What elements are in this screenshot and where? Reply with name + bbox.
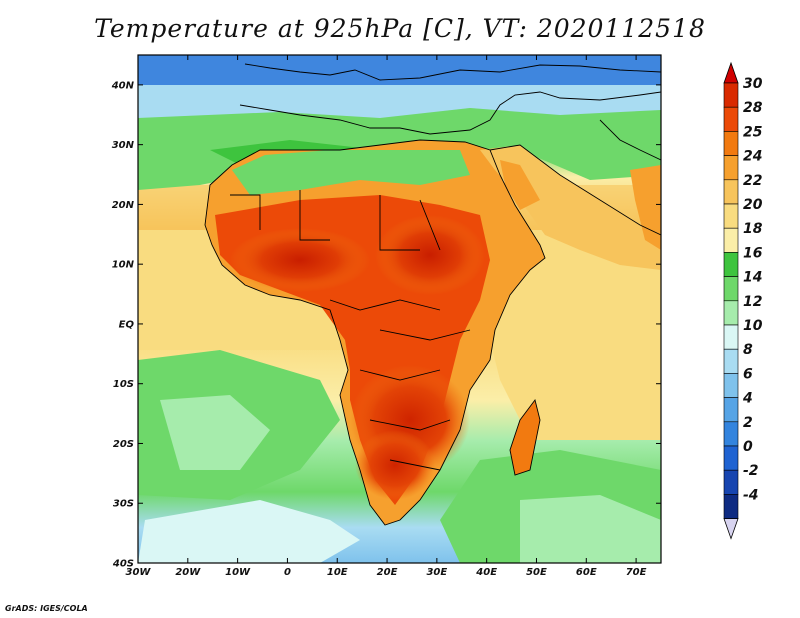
colorbar-label: 6 (743, 366, 753, 382)
colorbar-label: 8 (743, 342, 753, 358)
colorbar-top-arrow (723, 61, 739, 84)
lat-tick-label: 20N (112, 200, 135, 211)
colorbar-swatch (723, 421, 739, 447)
lon-tick-label: 20E (377, 567, 398, 578)
lon-tick-label: 0 (284, 567, 291, 578)
colorbar-swatch (723, 155, 739, 181)
lat-tick-label: 20S (113, 439, 134, 450)
colorbar-swatch (723, 227, 739, 253)
lat-tick-label: 10N (112, 260, 135, 271)
colorbar-swatch (723, 300, 739, 326)
map-title: Temperature at 925hPa [C], VT: 202011251… (94, 14, 706, 43)
lat-tick-label: 40S (112, 559, 134, 570)
colorbar-swatch (723, 324, 739, 350)
colorbar-label: 12 (743, 294, 762, 310)
colorbar-bottom-arrow (723, 518, 739, 540)
lon-tick-label: 30E (426, 567, 447, 578)
colorbar-label: 24 (743, 149, 762, 165)
coastlines (204, 63, 661, 526)
colorbar-label: 4 (742, 391, 753, 407)
colorbar-swatch (723, 82, 739, 108)
lon-tick-label: 60E (576, 567, 597, 578)
colorbar-label: 30 (743, 76, 763, 92)
colorbar-label: 0 (743, 439, 753, 455)
lon-tick-label: 10E (327, 567, 348, 578)
lat-tick-label: 30N (112, 140, 135, 151)
temperature-field (138, 55, 661, 563)
colorbar-swatch (723, 106, 739, 132)
lon-tick-label: 20W (175, 567, 201, 578)
lon-tick-label: 40E (475, 567, 497, 578)
colorbar-label: 22 (743, 173, 762, 189)
lat-tick-label: EQ (119, 319, 135, 330)
colorbar-label: 25 (743, 124, 763, 140)
colorbar-swatch (723, 397, 739, 423)
colorbar-swatch (723, 276, 739, 302)
lon-tick-label: 10W (225, 567, 251, 578)
axis-ticks: 30W 20W 10W 0 10E 20E 30E 40E 50E 60E 70E 40N 30N 20N… (111, 55, 661, 578)
colorbar-label: -4 (743, 487, 759, 503)
credit-label: GrADS: IGES/COLA (5, 604, 88, 613)
lat-tick-label: 30S (113, 499, 134, 510)
lat-tick-label: 40N (111, 80, 135, 91)
lon-tick-label: 70E (626, 567, 647, 578)
colorbar-label: 14 (743, 270, 762, 286)
colorbar-label: 10 (743, 318, 763, 334)
colorbar-swatch (723, 252, 739, 277)
lat-tick-label: 10S (113, 379, 134, 390)
colorbar-swatch (723, 131, 739, 156)
colorbar-swatch (723, 203, 739, 229)
colorbar-swatch (723, 494, 739, 519)
lon-tick-label: 50E (526, 567, 547, 578)
colorbar-label: 16 (743, 245, 763, 261)
lon-tick-label: 30W (126, 567, 152, 578)
colorbar-label: 18 (743, 221, 763, 237)
colorbar-swatch (723, 179, 739, 205)
map-frame (137, 54, 662, 564)
colorbar-label: 2 (743, 415, 753, 431)
colorbar-swatch (723, 348, 739, 374)
colorbar-label: -2 (743, 463, 759, 479)
colorbar-swatch (723, 373, 739, 398)
colorbar-swatch (723, 469, 739, 495)
colorbar-swatch (723, 445, 739, 471)
colorbar-label: 20 (743, 197, 763, 213)
colorbar-label: 28 (743, 100, 763, 116)
